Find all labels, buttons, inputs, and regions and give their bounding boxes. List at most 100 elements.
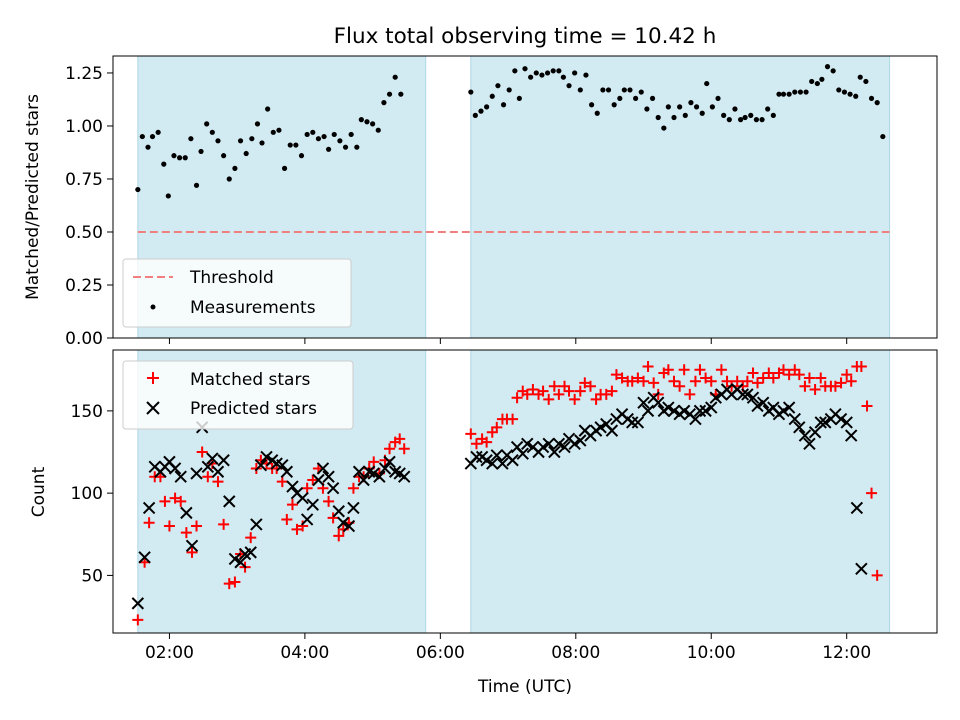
predicted-star-point [662,401,675,414]
y-tick-label: 150 [71,402,103,422]
predicted-star-point [312,473,325,487]
predicted-star-point [819,416,832,429]
measurement-point [704,80,710,87]
matched-star-point [871,569,883,581]
matched-star-point [291,523,303,535]
matched-star-point [511,392,523,404]
measurement-point [699,110,705,116]
predicted-star-point [496,457,509,470]
predicted-star-point [300,513,314,526]
predicted-star-point [855,562,868,576]
predicted-star-point [480,454,493,467]
measurement-point [522,66,528,72]
measurement-point [145,144,151,150]
matched-star-point [507,413,519,425]
matched-star-point [159,495,171,507]
matched-star-point [705,375,717,387]
measurement-point [155,129,161,135]
predicted-star-point [845,429,858,442]
matched-star-point [678,364,690,376]
matched-star-point [553,388,565,400]
y-tick-label: 1.25 [65,64,103,84]
measurement-point [737,117,744,123]
top-y-axis-label: Matched/Predicted stars [23,94,43,300]
measurement-point [500,102,507,108]
matched-star-point [394,433,406,445]
matched-star-point [741,375,753,387]
matched-star-point [347,482,359,494]
y-tick-label: 0.25 [65,276,103,296]
predicted-star-point [777,404,790,418]
measurement-point [721,112,727,118]
predicted-star-point [276,458,289,472]
predicted-star-point [337,516,350,529]
matched-star-point [229,576,241,588]
matched-star-point [569,393,581,405]
matched-star-point [368,456,380,468]
matched-star-point [610,369,622,381]
bottom-axes-frame [112,349,938,634]
matched-star-point [694,364,706,376]
measurement-point [588,102,595,108]
measurement-point [209,129,215,135]
predicted-star-point [552,437,566,450]
matched-star-point [841,369,853,381]
predicted-star-point [667,404,681,418]
measurement-point [880,133,886,140]
measurement-point [621,87,627,93]
legend-measurements-label: Measurements [190,298,316,318]
measurement-point [221,153,227,159]
matched-star-point [180,527,192,539]
matched-star-point [574,385,586,397]
top-axes-frame [112,55,938,339]
y-tick-label: 0.00 [65,329,103,349]
predicted-star-point [677,404,691,418]
legend-predicted-swatch [146,401,160,415]
matched-star-point [563,385,575,397]
measurement-point [550,68,556,74]
predicted-star-point [138,551,151,564]
matched-star-point [783,369,795,381]
matched-star-point [777,364,789,376]
predicted-star-point [840,416,853,429]
predicted-star-point [536,440,550,454]
measurement-point [348,131,354,138]
predicted-star-point [470,450,483,464]
measurement-point [566,83,572,89]
measurement-point [516,95,522,102]
predicted-star-point [594,421,607,434]
matched-star-point [648,377,660,389]
predicted-star-point [521,437,534,450]
predicted-star-point [286,480,299,493]
measurement-point [226,176,232,182]
matched-star-point [191,520,203,532]
matched-star-point [196,446,208,458]
measurement-point [331,131,337,138]
predicted-star-point [244,546,257,559]
matched-star-point [286,499,298,511]
measurement-point [841,89,848,95]
matched-star-point [855,360,867,372]
matched-star-point [626,375,638,387]
measurement-point [655,114,661,121]
matched-star-point [327,512,339,524]
x-axis-label: Time (UTC) [477,677,572,697]
measurement-point [249,136,255,142]
observing-window-2 [470,349,891,634]
measurement-point [472,112,478,118]
predicted-star-point [834,412,848,426]
predicted-star-point [234,556,247,569]
measurement-point [638,89,644,95]
measurement-point [193,182,200,188]
predicted-star-point [332,505,345,518]
measurement-point [364,119,370,125]
predicted-star-point [574,434,587,447]
predicted-star-point [568,437,581,450]
measurement-point [874,100,880,106]
measurement-point [149,133,156,140]
measurement-point [188,136,194,142]
measurement-point [342,144,349,150]
predicted-star-point [168,462,182,475]
measurement-point [293,142,299,148]
measurement-point [270,129,276,135]
